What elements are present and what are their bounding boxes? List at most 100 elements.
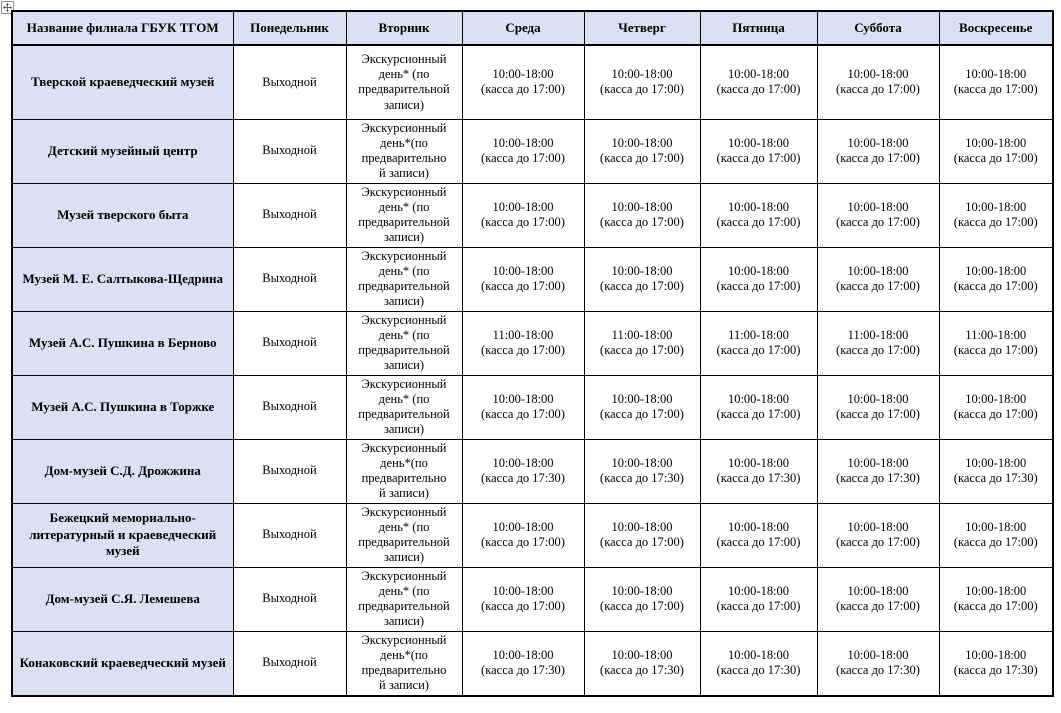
sunday-cell: 10:00-18:00 (касса до 17:00)	[938, 566, 1054, 632]
thursday-cell: 10:00-18:00 (касса до 17:00)	[583, 246, 701, 312]
museum-name-cell: Дом-музей С.Я. Лемешева	[11, 566, 234, 632]
thursday-cell: 10:00-18:00 (касса до 17:00)	[583, 566, 701, 632]
header-museum-name: Название филиала ГБУК ТГОМ	[11, 10, 234, 46]
saturday-cell: 11:00-18:00 (касса до 17:00)	[816, 310, 940, 376]
header-sunday: Воскресенье	[938, 10, 1054, 46]
sunday-cell: 10:00-18:00 (касса до 17:30)	[938, 438, 1054, 504]
table-move-handle[interactable]	[1, 1, 14, 14]
table-row: Тверской краеведческий музей Выходной Эк…	[11, 44, 1054, 120]
thursday-cell: 10:00-18:00 (касса до 17:30)	[583, 630, 701, 696]
saturday-cell: 10:00-18:00 (касса до 17:00)	[816, 182, 940, 248]
saturday-cell: 10:00-18:00 (касса до 17:30)	[816, 438, 940, 504]
wednesday-cell: 10:00-18:00 (касса до 17:00)	[461, 566, 585, 632]
saturday-cell: 10:00-18:00 (касса до 17:00)	[816, 246, 940, 312]
tuesday-cell: Экскурсионный день* (по предварительной …	[345, 566, 463, 632]
monday-cell: Выходной	[232, 246, 347, 312]
header-tuesday: Вторник	[345, 10, 463, 46]
sunday-cell: 10:00-18:00 (касса до 17:00)	[938, 374, 1054, 440]
tuesday-cell: Экскурсионный день* (по предварительной …	[345, 374, 463, 440]
museum-name-cell: Бежецкий мемориально- литературный и кра…	[11, 502, 234, 568]
saturday-cell: 10:00-18:00 (касса до 17:00)	[816, 566, 940, 632]
thursday-cell: 10:00-18:00 (касса до 17:00)	[583, 118, 701, 184]
monday-cell: Выходной	[232, 566, 347, 632]
sunday-cell: 10:00-18:00 (касса до 17:00)	[938, 502, 1054, 568]
museum-name-cell: Тверской краеведческий музей	[11, 44, 234, 120]
museum-name-cell: Музей тверского быта	[11, 182, 234, 248]
tuesday-cell: Экскурсионный день* (по предварительной …	[345, 310, 463, 376]
monday-cell: Выходной	[232, 44, 347, 120]
wednesday-cell: 11:00-18:00 (касса до 17:00)	[461, 310, 585, 376]
wednesday-cell: 10:00-18:00 (касса до 17:00)	[461, 246, 585, 312]
saturday-cell: 10:00-18:00 (касса до 17:00)	[816, 374, 940, 440]
monday-cell: Выходной	[232, 118, 347, 184]
friday-cell: 10:00-18:00 (касса до 17:00)	[699, 118, 818, 184]
wednesday-cell: 10:00-18:00 (касса до 17:00)	[461, 374, 585, 440]
move-arrows-icon	[3, 3, 12, 12]
sunday-cell: 10:00-18:00 (касса до 17:00)	[938, 118, 1054, 184]
table-row: Музей А.С. Пушкина в Торжке Выходной Экс…	[11, 374, 1054, 440]
museum-name-cell: Музей А.С. Пушкина в Берново	[11, 310, 234, 376]
friday-cell: 10:00-18:00 (касса до 17:00)	[699, 182, 818, 248]
tuesday-cell: Экскурсионный день* (по предварительной …	[345, 502, 463, 568]
monday-cell: Выходной	[232, 182, 347, 248]
tuesday-cell: Экскурсионный день*(по предварительно й …	[345, 118, 463, 184]
table-row: Детский музейный центр Выходной Экскурси…	[11, 118, 1054, 184]
wednesday-cell: 10:00-18:00 (касса до 17:30)	[461, 438, 585, 504]
table-row: Музей А.С. Пушкина в Берново Выходной Эк…	[11, 310, 1054, 376]
tuesday-cell: Экскурсионный день* (по предварительной …	[345, 246, 463, 312]
table-row: Бежецкий мемориально- литературный и кра…	[11, 502, 1054, 568]
saturday-cell: 10:00-18:00 (касса до 17:00)	[816, 502, 940, 568]
header-wednesday: Среда	[461, 10, 585, 46]
sunday-cell: 10:00-18:00 (касса до 17:30)	[938, 630, 1054, 696]
friday-cell: 10:00-18:00 (касса до 17:00)	[699, 566, 818, 632]
header-saturday: Суббота	[816, 10, 940, 46]
thursday-cell: 10:00-18:00 (касса до 17:30)	[583, 438, 701, 504]
friday-cell: 10:00-18:00 (касса до 17:00)	[699, 502, 818, 568]
wednesday-cell: 10:00-18:00 (касса до 17:30)	[461, 630, 585, 696]
monday-cell: Выходной	[232, 438, 347, 504]
tuesday-cell: Экскурсионный день*(по предварительно й …	[345, 438, 463, 504]
sunday-cell: 10:00-18:00 (касса до 17:00)	[938, 182, 1054, 248]
wednesday-cell: 10:00-18:00 (касса до 17:00)	[461, 44, 585, 120]
thursday-cell: 10:00-18:00 (касса до 17:00)	[583, 182, 701, 248]
thursday-cell: 10:00-18:00 (касса до 17:00)	[583, 44, 701, 120]
thursday-cell: 11:00-18:00 (касса до 17:00)	[583, 310, 701, 376]
museum-schedule-table: Название филиала ГБУК ТГОМ Понедельник В…	[11, 10, 1054, 697]
saturday-cell: 10:00-18:00 (касса до 17:00)	[816, 44, 940, 120]
tuesday-cell: Экскурсионный день* (по предварительной …	[345, 44, 463, 120]
monday-cell: Выходной	[232, 502, 347, 568]
header-thursday: Четверг	[583, 10, 701, 46]
header-row: Название филиала ГБУК ТГОМ Понедельник В…	[11, 10, 1054, 46]
monday-cell: Выходной	[232, 310, 347, 376]
museum-name-cell: Детский музейный центр	[11, 118, 234, 184]
table-row: Дом-музей С.Д. Дрожжина Выходной Экскурс…	[11, 438, 1054, 504]
museum-name-cell: Конаковский краеведческий музей	[11, 630, 234, 696]
sunday-cell: 10:00-18:00 (касса до 17:00)	[938, 246, 1054, 312]
table-row: Музей М. Е. Салтыкова-Щедрина Выходной Э…	[11, 246, 1054, 312]
table-row: Конаковский краеведческий музей Выходной…	[11, 630, 1054, 696]
header-monday: Понедельник	[232, 10, 347, 46]
tuesday-cell: Экскурсионный день*(по предварительно й …	[345, 630, 463, 696]
sunday-cell: 11:00-18:00 (касса до 17:00)	[938, 310, 1054, 376]
table-row: Дом-музей С.Я. Лемешева Выходной Экскурс…	[11, 566, 1054, 632]
museum-name-cell: Дом-музей С.Д. Дрожжина	[11, 438, 234, 504]
museum-name-cell: Музей А.С. Пушкина в Торжке	[11, 374, 234, 440]
monday-cell: Выходной	[232, 374, 347, 440]
header-friday: Пятница	[699, 10, 818, 46]
sunday-cell: 10:00-18:00 (касса до 17:00)	[938, 44, 1054, 120]
thursday-cell: 10:00-18:00 (касса до 17:00)	[583, 374, 701, 440]
saturday-cell: 10:00-18:00 (касса до 17:00)	[816, 118, 940, 184]
saturday-cell: 10:00-18:00 (касса до 17:30)	[816, 630, 940, 696]
tuesday-cell: Экскурсионный день* (по предварительной …	[345, 182, 463, 248]
wednesday-cell: 10:00-18:00 (касса до 17:00)	[461, 118, 585, 184]
thursday-cell: 10:00-18:00 (касса до 17:00)	[583, 502, 701, 568]
wednesday-cell: 10:00-18:00 (касса до 17:00)	[461, 182, 585, 248]
wednesday-cell: 10:00-18:00 (касса до 17:00)	[461, 502, 585, 568]
table-row: Музей тверского быта Выходной Экскурсион…	[11, 182, 1054, 248]
friday-cell: 10:00-18:00 (касса до 17:00)	[699, 246, 818, 312]
friday-cell: 10:00-18:00 (касса до 17:30)	[699, 438, 818, 504]
friday-cell: 10:00-18:00 (касса до 17:00)	[699, 374, 818, 440]
monday-cell: Выходной	[232, 630, 347, 696]
friday-cell: 10:00-18:00 (касса до 17:30)	[699, 630, 818, 696]
museum-name-cell: Музей М. Е. Салтыкова-Щедрина	[11, 246, 234, 312]
